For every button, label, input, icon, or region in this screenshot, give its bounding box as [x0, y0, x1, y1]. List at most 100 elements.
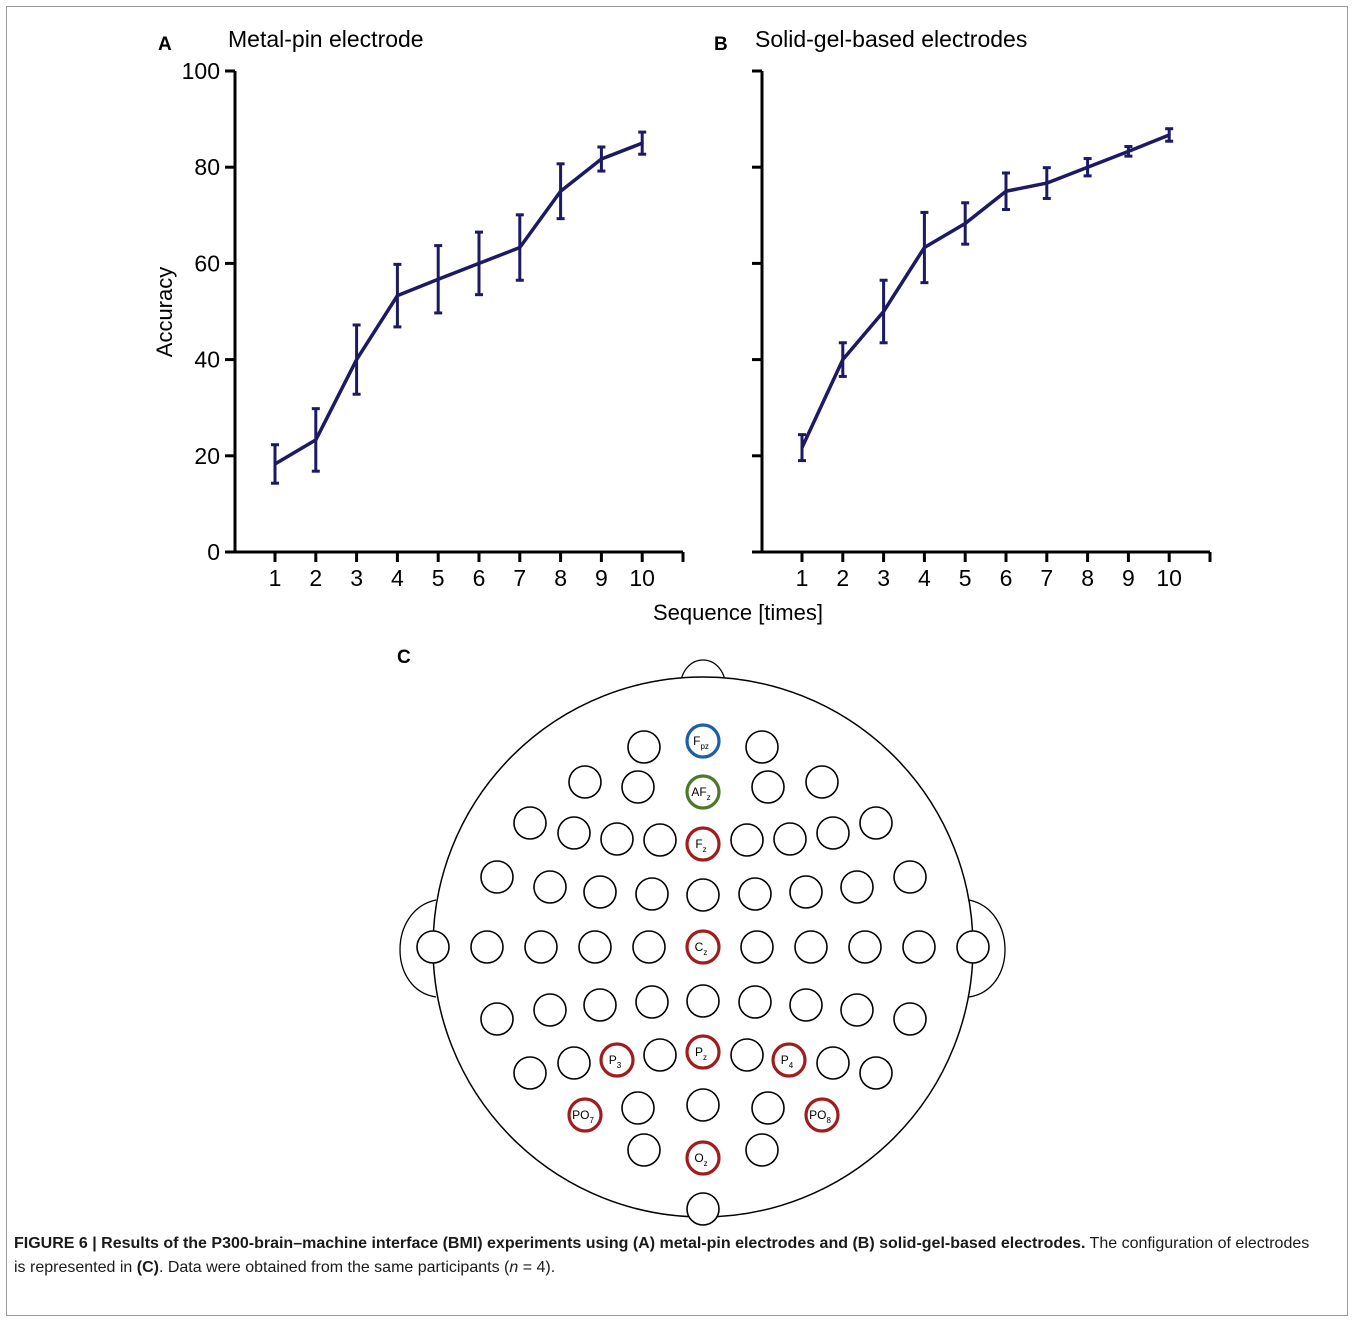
electrode [533, 870, 567, 904]
electrode-cz-label: Cz [695, 940, 708, 957]
panel-b-axes: 1 2 3 4 5 6 7 8 9 10 [752, 69, 1212, 591]
electrode [789, 988, 823, 1022]
panel-a-data-point [559, 189, 563, 193]
caption-text-2: . Data were obtained from the same parti… [158, 1259, 510, 1276]
electrode-oz [685, 1140, 721, 1176]
right-ear-shape [968, 899, 1006, 998]
panel-a-x-tick-label: 9 [595, 565, 608, 591]
electrode [578, 930, 612, 964]
panel-a-x-tick-label: 1 [269, 565, 282, 591]
electrode [751, 770, 785, 804]
electrode [583, 875, 617, 909]
electrode-p3-label: P3 [609, 1053, 622, 1070]
panel-c-label: C [397, 647, 411, 668]
panel-b-x-tick-label: 4 [918, 565, 931, 591]
electrode [773, 822, 807, 856]
electrode [738, 877, 772, 911]
panel-a-x-tick-label: 5 [432, 565, 445, 591]
electrode [686, 878, 720, 912]
panel-b-x-tick-label: 5 [959, 565, 972, 591]
electrode [568, 765, 602, 799]
panel-c-electrode-map: C Fpz AFz Fz Cz P3 Pz P4 PO7 PO8 Oz [397, 647, 1006, 1226]
electrode [816, 1046, 850, 1080]
x-axis-label: Sequence [times] [653, 600, 823, 625]
electrode-fz [685, 826, 721, 862]
electrode [848, 930, 882, 964]
panel-b-x-tick-label: 6 [1000, 565, 1013, 591]
panel-a-data-point [599, 157, 603, 161]
y-axis-label: Accuracy [152, 267, 177, 357]
panel-a-title: Metal-pin electrode [228, 26, 424, 52]
panel-b-marks [798, 127, 1174, 463]
panel-a-axes: 0 20 40 60 80 100 1 2 3 4 5 6 7 8 9 10 [182, 58, 685, 591]
electrode [740, 930, 774, 964]
electrode-po7-label: PO7 [572, 1108, 594, 1125]
electrode [840, 993, 874, 1027]
panel-a-marks [271, 130, 647, 485]
panel-a-x-tick-label: 3 [350, 565, 363, 591]
panel-b-data-point [882, 310, 886, 313]
electrode [632, 930, 666, 964]
figure-canvas: A Metal-pin electrode Accuracy 020406080… [152, 26, 1212, 1226]
panel-a-y-tick-label: 40 [194, 347, 220, 373]
panel-b-chart: B Solid-gel-based electrodes 1 2 3 4 5 6 7 8 9 10 [714, 26, 1212, 591]
electrode-po8 [804, 1097, 840, 1133]
caption-italic-n: n [509, 1259, 519, 1276]
electrode [745, 1133, 779, 1167]
electrode [533, 993, 567, 1027]
panel-a-data-point [640, 141, 644, 145]
panel-a-data-point [273, 462, 277, 466]
figure-frame [6, 6, 1348, 1316]
panel-a-x-tick-label: 6 [473, 565, 486, 591]
panel-b-x-tick-label: 3 [877, 565, 890, 591]
electrode-fz-label: Fz [695, 837, 706, 854]
panel-a-y-tick-label: 80 [194, 154, 220, 180]
panel-a-label: A [158, 34, 172, 55]
panel-b-x-tick-label: 1 [796, 565, 809, 591]
electrode [557, 816, 591, 850]
electrode [745, 730, 779, 764]
electrode [416, 930, 450, 964]
electrode-pz [685, 1034, 721, 1070]
panel-a-x-tick-label: 8 [554, 565, 567, 591]
electrode [816, 816, 850, 850]
left-ear-shape [399, 899, 437, 998]
electrode [583, 988, 617, 1022]
electrode [956, 930, 990, 964]
electrode [480, 860, 514, 894]
electrode [893, 1002, 927, 1036]
electrode [730, 823, 764, 857]
electrode [627, 730, 661, 764]
panel-a-data-point [518, 246, 522, 250]
panel-a-data-point [314, 438, 318, 442]
electrode-po8-label: PO8 [809, 1108, 831, 1125]
electrode [859, 806, 893, 840]
panel-b-data-point [1045, 181, 1049, 185]
panel-b-data-point [841, 358, 845, 362]
electrode [738, 985, 772, 1019]
electrode [643, 1038, 677, 1072]
panel-a-x-tick-label: 7 [513, 565, 526, 591]
caption-bold-c: (C) [136, 1259, 159, 1276]
electrode-po7 [567, 1097, 603, 1133]
electrode [643, 823, 677, 857]
panel-b-series-line [800, 133, 1170, 449]
electrode [789, 875, 823, 909]
panel-a-x-tick-label: 2 [309, 565, 322, 591]
panel-b-data-point [1167, 133, 1171, 137]
electrode [859, 1056, 893, 1090]
panel-a-chart: A Metal-pin electrode Accuracy 0 20 40 60 80… [152, 26, 685, 591]
panel-b-data-point [922, 246, 926, 250]
panel-a-data-point [395, 294, 399, 298]
panel-b-data-point [1086, 165, 1090, 169]
panel-a-x-tick-label: 10 [629, 565, 655, 591]
electrode-pz-label: Pz [695, 1045, 707, 1062]
panel-b-x-tick-label: 7 [1040, 565, 1053, 591]
figure-caption: FIGURE 6 | Results of the P300-brain–mac… [14, 1232, 1324, 1280]
panel-b-x-tick-label: 8 [1081, 565, 1094, 591]
electrode-fpz [685, 723, 721, 759]
panel-a-data-point [436, 277, 440, 281]
electrode-p4 [771, 1042, 807, 1078]
caption-bold: FIGURE 6 | Results of the P300-brain–mac… [14, 1235, 1086, 1252]
panel-b-data-point [800, 446, 804, 450]
